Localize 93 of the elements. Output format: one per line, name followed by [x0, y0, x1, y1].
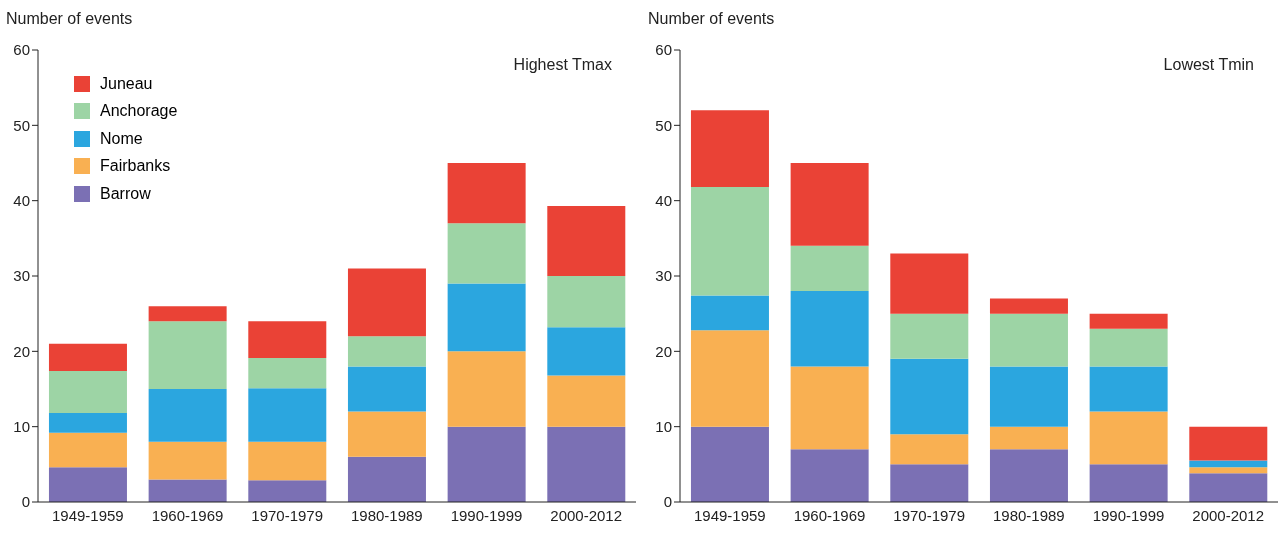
bar	[690, 330, 769, 427]
x-tick-label: 1970-1979	[251, 506, 324, 524]
bar	[547, 426, 626, 502]
bar	[1189, 426, 1268, 461]
bar	[447, 426, 526, 502]
x-tick-label: 1949-1959	[693, 506, 766, 524]
bar	[48, 432, 127, 468]
bar	[989, 313, 1068, 367]
bar	[890, 313, 969, 359]
y-tick-label: 60	[655, 41, 672, 59]
bar	[690, 187, 769, 296]
bar	[989, 449, 1068, 502]
bar	[447, 351, 526, 427]
bar	[48, 370, 127, 414]
x-tick-label: 1949-1959	[51, 506, 124, 524]
bar	[447, 163, 526, 224]
bar	[148, 441, 227, 480]
bar	[148, 389, 227, 442]
bar	[690, 110, 769, 188]
y-tick-label: 10	[13, 417, 30, 435]
bar	[347, 411, 426, 457]
x-tick-label: 1980-1989	[992, 506, 1065, 524]
bar	[48, 413, 127, 433]
bar	[148, 306, 227, 322]
chart-title: Highest Tmax	[513, 56, 612, 74]
bar	[148, 321, 227, 389]
y-tick-label: 50	[655, 116, 672, 134]
y-tick-label: 10	[655, 417, 672, 435]
x-tick-label: 1980-1989	[350, 506, 423, 524]
y-axis-title: Number of events	[6, 10, 133, 28]
bar	[547, 205, 626, 276]
y-tick-label: 20	[13, 342, 30, 360]
x-tick-label: 1970-1979	[893, 506, 966, 524]
bar	[690, 295, 769, 331]
chart-title: Lowest Tmin	[1163, 56, 1254, 74]
x-tick-label: 1990-1999	[1092, 506, 1165, 524]
bar	[690, 426, 769, 502]
bar	[790, 163, 869, 246]
y-tick-label: 0	[21, 493, 30, 511]
bar	[347, 366, 426, 412]
bar	[790, 245, 869, 292]
legend-label: Nome	[100, 129, 143, 148]
bar	[547, 327, 626, 376]
legend-label: Barrow	[100, 184, 151, 203]
y-tick-label: 30	[13, 267, 30, 285]
bar	[890, 253, 969, 314]
x-tick-label: 1960-1969	[793, 506, 866, 524]
legend-label: Fairbanks	[100, 157, 171, 176]
bar	[248, 480, 327, 502]
bar	[248, 358, 327, 389]
bar	[790, 366, 869, 450]
x-tick-label: 1960-1969	[151, 506, 224, 524]
x-tick-label: 1990-1999	[450, 506, 523, 524]
bar	[790, 291, 869, 367]
x-tick-label: 2000-2012	[550, 506, 623, 524]
bar	[989, 298, 1068, 314]
x-tick-label: 2000-2012	[1192, 506, 1265, 524]
bar	[48, 467, 127, 502]
bar	[248, 388, 327, 442]
bar	[1189, 467, 1268, 474]
bar	[447, 283, 526, 352]
bar	[547, 276, 626, 328]
bar	[347, 456, 426, 502]
bar	[547, 375, 626, 427]
bar	[989, 366, 1068, 427]
y-tick-label: 40	[655, 191, 672, 209]
bar	[1189, 473, 1268, 502]
y-tick-label: 40	[13, 191, 30, 209]
legend-label: Anchorage	[100, 102, 178, 121]
y-tick-label: 60	[13, 41, 30, 59]
y-tick-label: 30	[655, 267, 672, 285]
y-tick-label: 0	[663, 493, 672, 511]
bar	[1089, 411, 1168, 465]
bar	[347, 268, 426, 337]
bar	[989, 426, 1068, 450]
bar	[48, 343, 127, 371]
bar	[890, 464, 969, 502]
bar	[890, 434, 969, 465]
bar	[248, 321, 327, 359]
bar	[1089, 313, 1168, 329]
y-tick-label: 20	[655, 342, 672, 360]
bar	[1089, 464, 1168, 502]
bar	[347, 336, 426, 367]
legend-label: Juneau	[100, 74, 153, 93]
bar	[790, 449, 869, 502]
bar	[248, 441, 327, 481]
y-axis-title: Number of events	[648, 10, 775, 28]
bar	[890, 358, 969, 435]
bar	[447, 223, 526, 284]
y-tick-label: 50	[13, 116, 30, 134]
bar	[148, 479, 227, 502]
bar	[1089, 328, 1168, 367]
bar	[1089, 366, 1168, 412]
